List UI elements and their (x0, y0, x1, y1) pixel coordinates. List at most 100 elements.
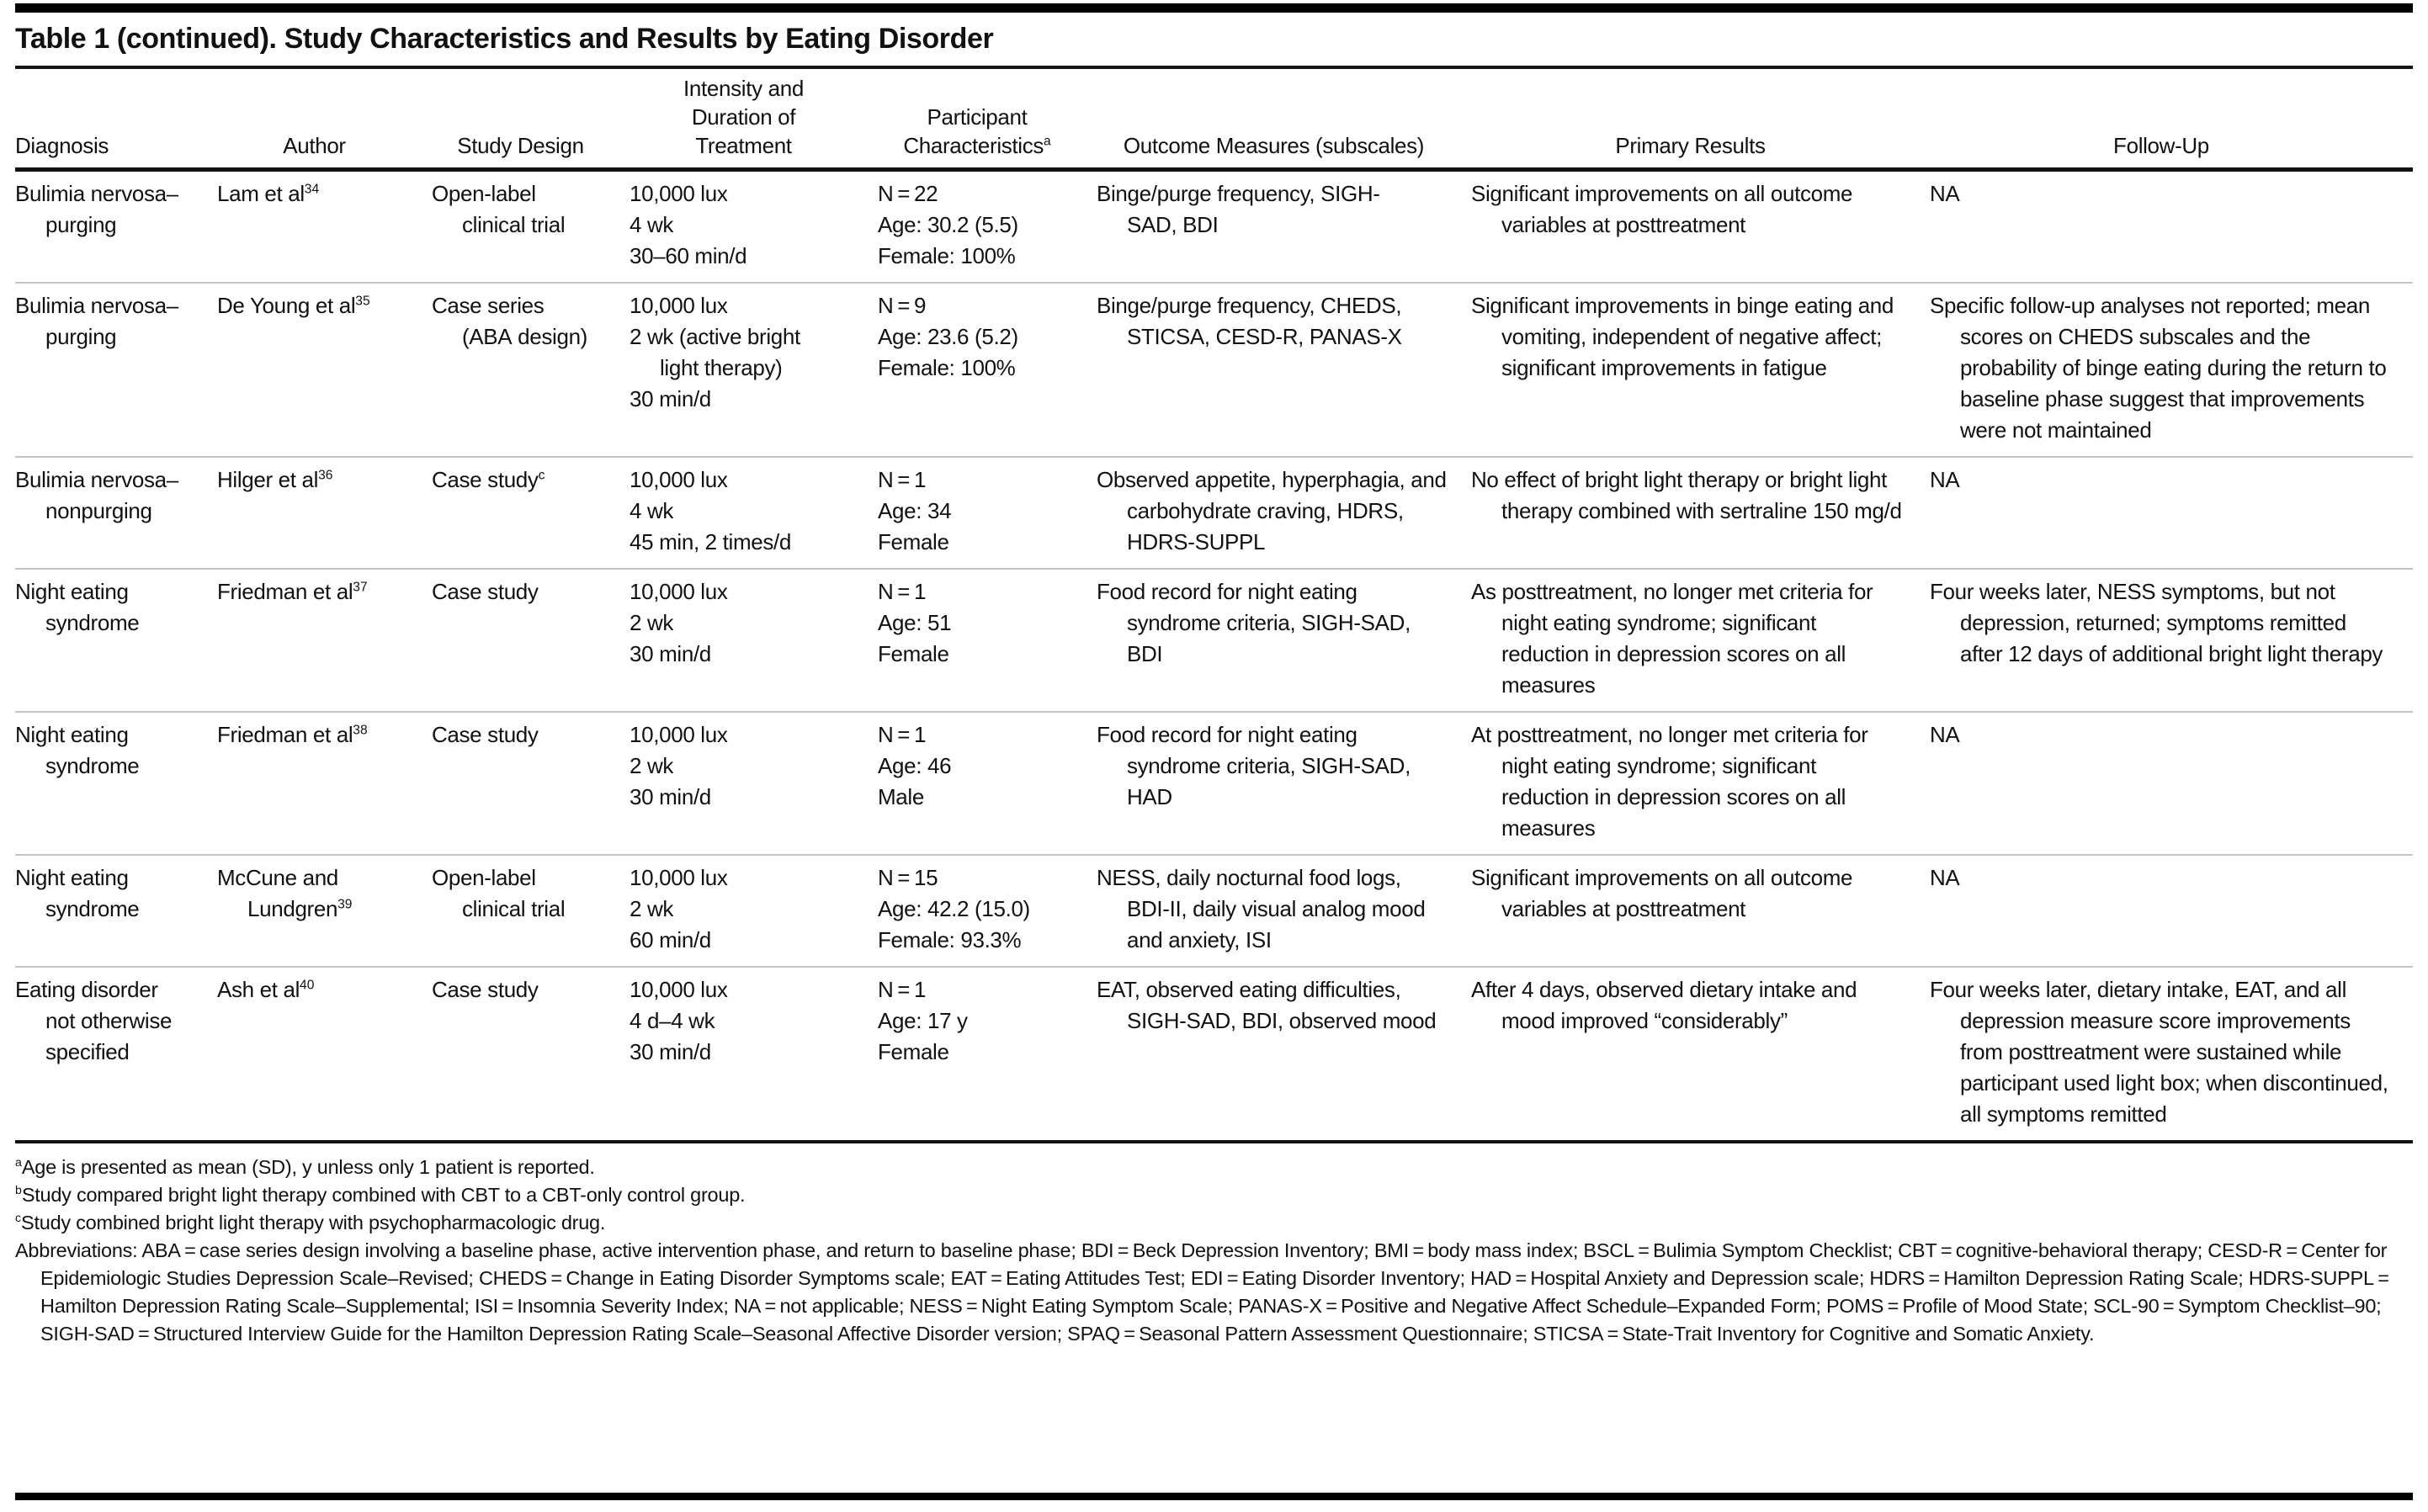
cell-line: Hilger et al36 (217, 467, 333, 492)
cell-results: Significant improvements on all outcome … (1471, 854, 1930, 967)
footnotes: aAge is presented as mean (SD), y unless… (15, 1154, 2413, 1348)
column-header-participants: Participant Characteristicsa (878, 69, 1097, 172)
cell-participants: N = 9 Age: 23.6 (5.2) Female: 100% (878, 282, 1097, 457)
table-row: Night eating syndrome McCune and Lundgren… (15, 854, 2413, 967)
cell-line: 10,000 lux (630, 467, 728, 492)
cell-line: Significant improvements on all outcome … (1471, 181, 1853, 237)
cell-outcomes: NESS, daily nocturnal food logs, BDI-II,… (1097, 854, 1471, 967)
cell-line: Bulimia nervosa–nonpurging (15, 467, 178, 523)
cell-line: Four weeks later, NESS symptoms, but not… (1930, 579, 2383, 666)
cell-diagnosis: Eating disorder not otherwise specified (15, 966, 217, 1142)
cell-line: Eating disorder not otherwise specified (15, 977, 173, 1064)
cell-line: 2 wk (active bright light therapy) (630, 324, 800, 380)
cell-line: Female: 93.3% (878, 927, 1022, 952)
column-header-author: Author (217, 69, 432, 172)
cell-line: 30 min/d (630, 386, 711, 411)
cell-line: Female: 100% (878, 243, 1016, 268)
cell-line: Age: 30.2 (5.5) (878, 212, 1018, 237)
cell-line: Age: 17 y (878, 1008, 968, 1033)
footnote: bStudy compared bright light therapy com… (15, 1183, 746, 1206)
column-header-design: Study Design (432, 69, 630, 172)
cell-followup: NA (1930, 711, 2413, 855)
cell-line: 4 d–4 wk (630, 1008, 715, 1033)
cell-followup: NA (1930, 456, 2413, 569)
cell-line: Female (878, 529, 949, 554)
cell-line: Observed appetite, hyperphagia, and carb… (1097, 467, 1447, 554)
column-header-outcomes: Outcome Measures (subscales) (1097, 69, 1471, 172)
cell-line: Female: 100% (878, 355, 1016, 380)
cell-diagnosis: Night eating syndrome (15, 854, 217, 967)
cell-line: Four weeks later, dietary intake, EAT, a… (1930, 977, 2388, 1127)
cell-followup: Specific follow-up analyses not reported… (1930, 282, 2413, 457)
cell-line: McCune and Lundgren39 (217, 865, 353, 921)
cell-line: 30 min/d (630, 1039, 711, 1064)
cell-followup: Four weeks later, dietary intake, EAT, a… (1930, 966, 2413, 1142)
cell-author: Ash et al40 (217, 966, 432, 1142)
cell-author: McCune and Lundgren39 (217, 854, 432, 967)
cell-author: De Young et al35 (217, 282, 432, 457)
cell-treatment: 10,000 lux 4 wk 45 min, 2 times/d (630, 456, 878, 569)
cell-line: 30–60 min/d (630, 243, 747, 268)
cell-line: Friedman et al37 (217, 579, 368, 604)
cell-outcomes: Binge/purge frequency, SIGH-SAD, BDI (1097, 170, 1471, 284)
cell-line: N = 15 (878, 865, 938, 890)
cell-line: N = 1 (878, 977, 927, 1002)
cell-line: 10,000 lux (630, 181, 728, 206)
cell-outcomes: EAT, observed eating difficulties, SIGH-… (1097, 966, 1471, 1142)
bottom-rule (15, 1493, 2413, 1500)
cell-author: Hilger et al36 (217, 456, 432, 569)
cell-line: Bulimia nervosa–purging (15, 181, 178, 237)
footnote: aAge is presented as mean (SD), y unless… (15, 1155, 595, 1178)
cell-line: 4 wk (630, 212, 674, 237)
cell-participants: N = 1 Age: 51 Female (878, 568, 1097, 712)
cell-design: Case study (432, 568, 630, 712)
table-title: Table 1 (continued). Study Characteristi… (15, 23, 994, 55)
cell-line: Case study (432, 977, 539, 1002)
cell-outcomes: Observed appetite, hyperphagia, and carb… (1097, 456, 1471, 569)
cell-followup: Four weeks later, NESS symptoms, but not… (1930, 568, 2413, 712)
cell-line: Bulimia nervosa–purging (15, 293, 178, 349)
cell-treatment: 10,000 lux 2 wk 30 min/d (630, 711, 878, 855)
cell-outcomes: Food record for night eating syndrome cr… (1097, 568, 1471, 712)
cell-line: Open-label clinical trial (432, 865, 566, 921)
cell-results: At posttreatment, no longer met criteria… (1471, 711, 1930, 855)
cell-line: No effect of bright light therapy or bri… (1471, 467, 1902, 523)
cell-line: NESS, daily nocturnal food logs, BDI-II,… (1097, 865, 1426, 952)
cell-line: Lam et al34 (217, 181, 320, 206)
cell-design: Case study (432, 711, 630, 855)
cell-results: After 4 days, observed dietary intake an… (1471, 966, 1930, 1142)
header-row: Diagnosis Author Study Design Intensity and… (15, 69, 2413, 172)
cell-line: Age: 51 (878, 610, 952, 635)
cell-diagnosis: Night eating syndrome (15, 711, 217, 855)
column-header-followup: Follow-Up (1930, 69, 2413, 172)
cell-treatment: 10,000 lux 2 wk (active bright light ther… (630, 282, 878, 457)
top-rule (15, 3, 2413, 13)
cell-line: Night eating syndrome (15, 865, 140, 921)
cell-line: N = 22 (878, 181, 938, 206)
cell-line: 4 wk (630, 498, 674, 523)
table-row: Night eating syndrome Friedman et al37 Cas… (15, 568, 2413, 712)
column-header-treatment: Intensity and Duration of Treatment (630, 69, 878, 172)
cell-results: Significant improvements on all outcome … (1471, 170, 1930, 284)
cell-line: Case study (432, 579, 539, 604)
cell-treatment: 10,000 lux 4 d–4 wk 30 min/d (630, 966, 878, 1142)
cell-followup: NA (1930, 170, 2413, 284)
cell-diagnosis: Bulimia nervosa–purging (15, 170, 217, 284)
cell-line: Male (878, 784, 924, 809)
table-row: Eating disorder not otherwise specified A… (15, 966, 2413, 1142)
cell-line: Significant improvements on all outcome … (1471, 865, 1853, 921)
cell-line: EAT, observed eating difficulties, SIGH-… (1097, 977, 1437, 1033)
cell-design: Open-label clinical trial (432, 854, 630, 967)
cell-line: Case studyc (432, 467, 545, 492)
cell-line: N = 1 (878, 467, 927, 492)
cell-design: Case study (432, 966, 630, 1142)
table-row: Bulimia nervosa–purging De Young et al35 C… (15, 282, 2413, 457)
cell-line: NA (1930, 181, 1960, 206)
cell-line: 10,000 lux (630, 865, 728, 890)
cell-line: 10,000 lux (630, 293, 728, 318)
cell-author: Lam et al34 (217, 170, 432, 284)
cell-line: Binge/purge frequency, SIGH-SAD, BDI (1097, 181, 1380, 237)
table-body: Bulimia nervosa–purging Lam et al34 Open-l… (15, 170, 2413, 1142)
cell-line: Age: 46 (878, 753, 952, 778)
cell-line: De Young et al35 (217, 293, 370, 318)
